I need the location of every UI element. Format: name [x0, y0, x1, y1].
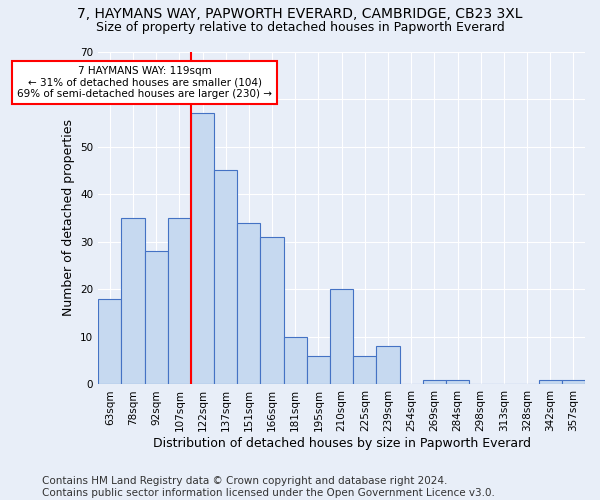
Bar — [237, 222, 260, 384]
Bar — [121, 218, 145, 384]
Y-axis label: Number of detached properties: Number of detached properties — [62, 120, 74, 316]
Bar — [284, 337, 307, 384]
Bar — [446, 380, 469, 384]
Bar — [214, 170, 237, 384]
Bar — [98, 299, 121, 384]
Bar — [539, 380, 562, 384]
Bar — [353, 356, 376, 384]
Bar — [376, 346, 400, 385]
X-axis label: Distribution of detached houses by size in Papworth Everard: Distribution of detached houses by size … — [152, 437, 530, 450]
Bar — [330, 290, 353, 384]
Bar — [191, 114, 214, 384]
Bar — [307, 356, 330, 384]
Text: Contains HM Land Registry data © Crown copyright and database right 2024.
Contai: Contains HM Land Registry data © Crown c… — [42, 476, 495, 498]
Text: 7 HAYMANS WAY: 119sqm
← 31% of detached houses are smaller (104)
69% of semi-det: 7 HAYMANS WAY: 119sqm ← 31% of detached … — [17, 66, 272, 99]
Bar — [145, 252, 168, 384]
Bar — [423, 380, 446, 384]
Bar — [260, 237, 284, 384]
Text: Size of property relative to detached houses in Papworth Everard: Size of property relative to detached ho… — [95, 21, 505, 34]
Text: 7, HAYMANS WAY, PAPWORTH EVERARD, CAMBRIDGE, CB23 3XL: 7, HAYMANS WAY, PAPWORTH EVERARD, CAMBRI… — [77, 8, 523, 22]
Bar — [168, 218, 191, 384]
Bar — [562, 380, 585, 384]
